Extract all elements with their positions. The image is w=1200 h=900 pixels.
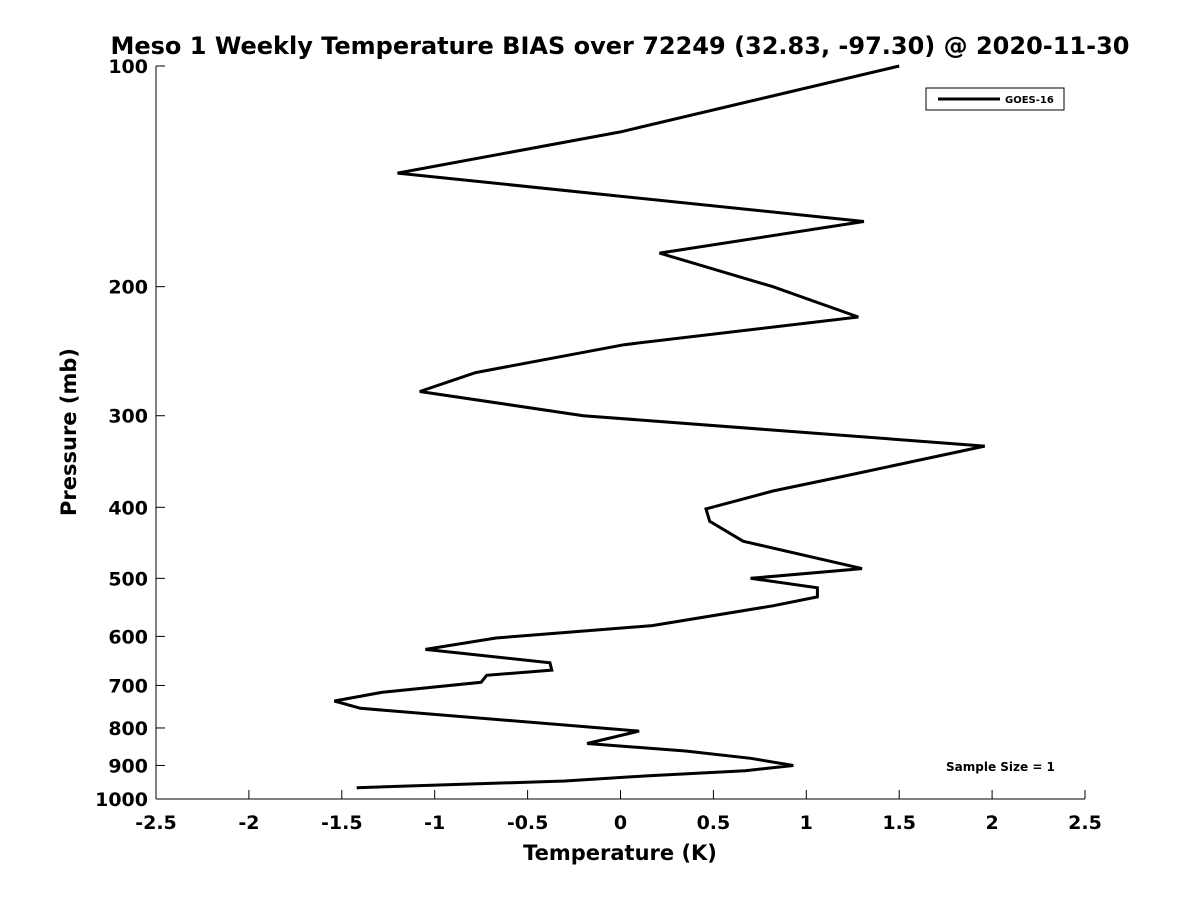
legend: GOES-16 [925, 87, 1065, 111]
series-line-goes-16 [333, 64, 986, 790]
y-tick-label: 100 [108, 56, 148, 78]
y-ticks: 100 200 300 400 500 600 700 800 900 1000 [95, 56, 165, 811]
y-tick-label: 700 [108, 675, 148, 697]
x-tick-label: -0.5 [507, 812, 549, 834]
x-tick-label: 1 [800, 812, 813, 834]
x-tick-label: -2.5 [135, 812, 177, 834]
y-tick-label: 800 [108, 718, 148, 740]
chart-title: Meso 1 Weekly Temperature BIAS over 7224… [110, 32, 1129, 60]
x-tick-label: 0.5 [697, 812, 731, 834]
sample-size-annotation: Sample Size = 1 [946, 760, 1055, 774]
plot-area [156, 66, 1085, 799]
y-tick-label: 400 [108, 497, 148, 519]
y-tick-label: 1000 [95, 789, 148, 811]
legend-label-goes-16: GOES-16 [1005, 95, 1054, 106]
x-tick-label: 1.5 [882, 812, 916, 834]
x-tick-label: -1 [424, 812, 445, 834]
y-tick-label: 900 [108, 755, 148, 777]
series-layer [333, 64, 986, 790]
x-axis-label: Temperature (K) [523, 841, 717, 865]
x-tick-label: 2 [985, 812, 998, 834]
x-tick-label: 2.5 [1068, 812, 1102, 834]
y-tick-label: 500 [108, 568, 148, 590]
y-axis-label: Pressure (mb) [57, 348, 81, 516]
x-tick-label: 0 [614, 812, 627, 834]
y-tick-label: 600 [108, 626, 148, 648]
y-tick-label: 200 [108, 277, 148, 299]
y-tick-label: 300 [108, 406, 148, 428]
x-ticks: -2.5 -2 -1.5 -1 -0.5 0 0.5 1 1.5 2 2.5 [135, 790, 1102, 834]
x-tick-label: -1.5 [321, 812, 363, 834]
x-tick-label: -2 [238, 812, 259, 834]
